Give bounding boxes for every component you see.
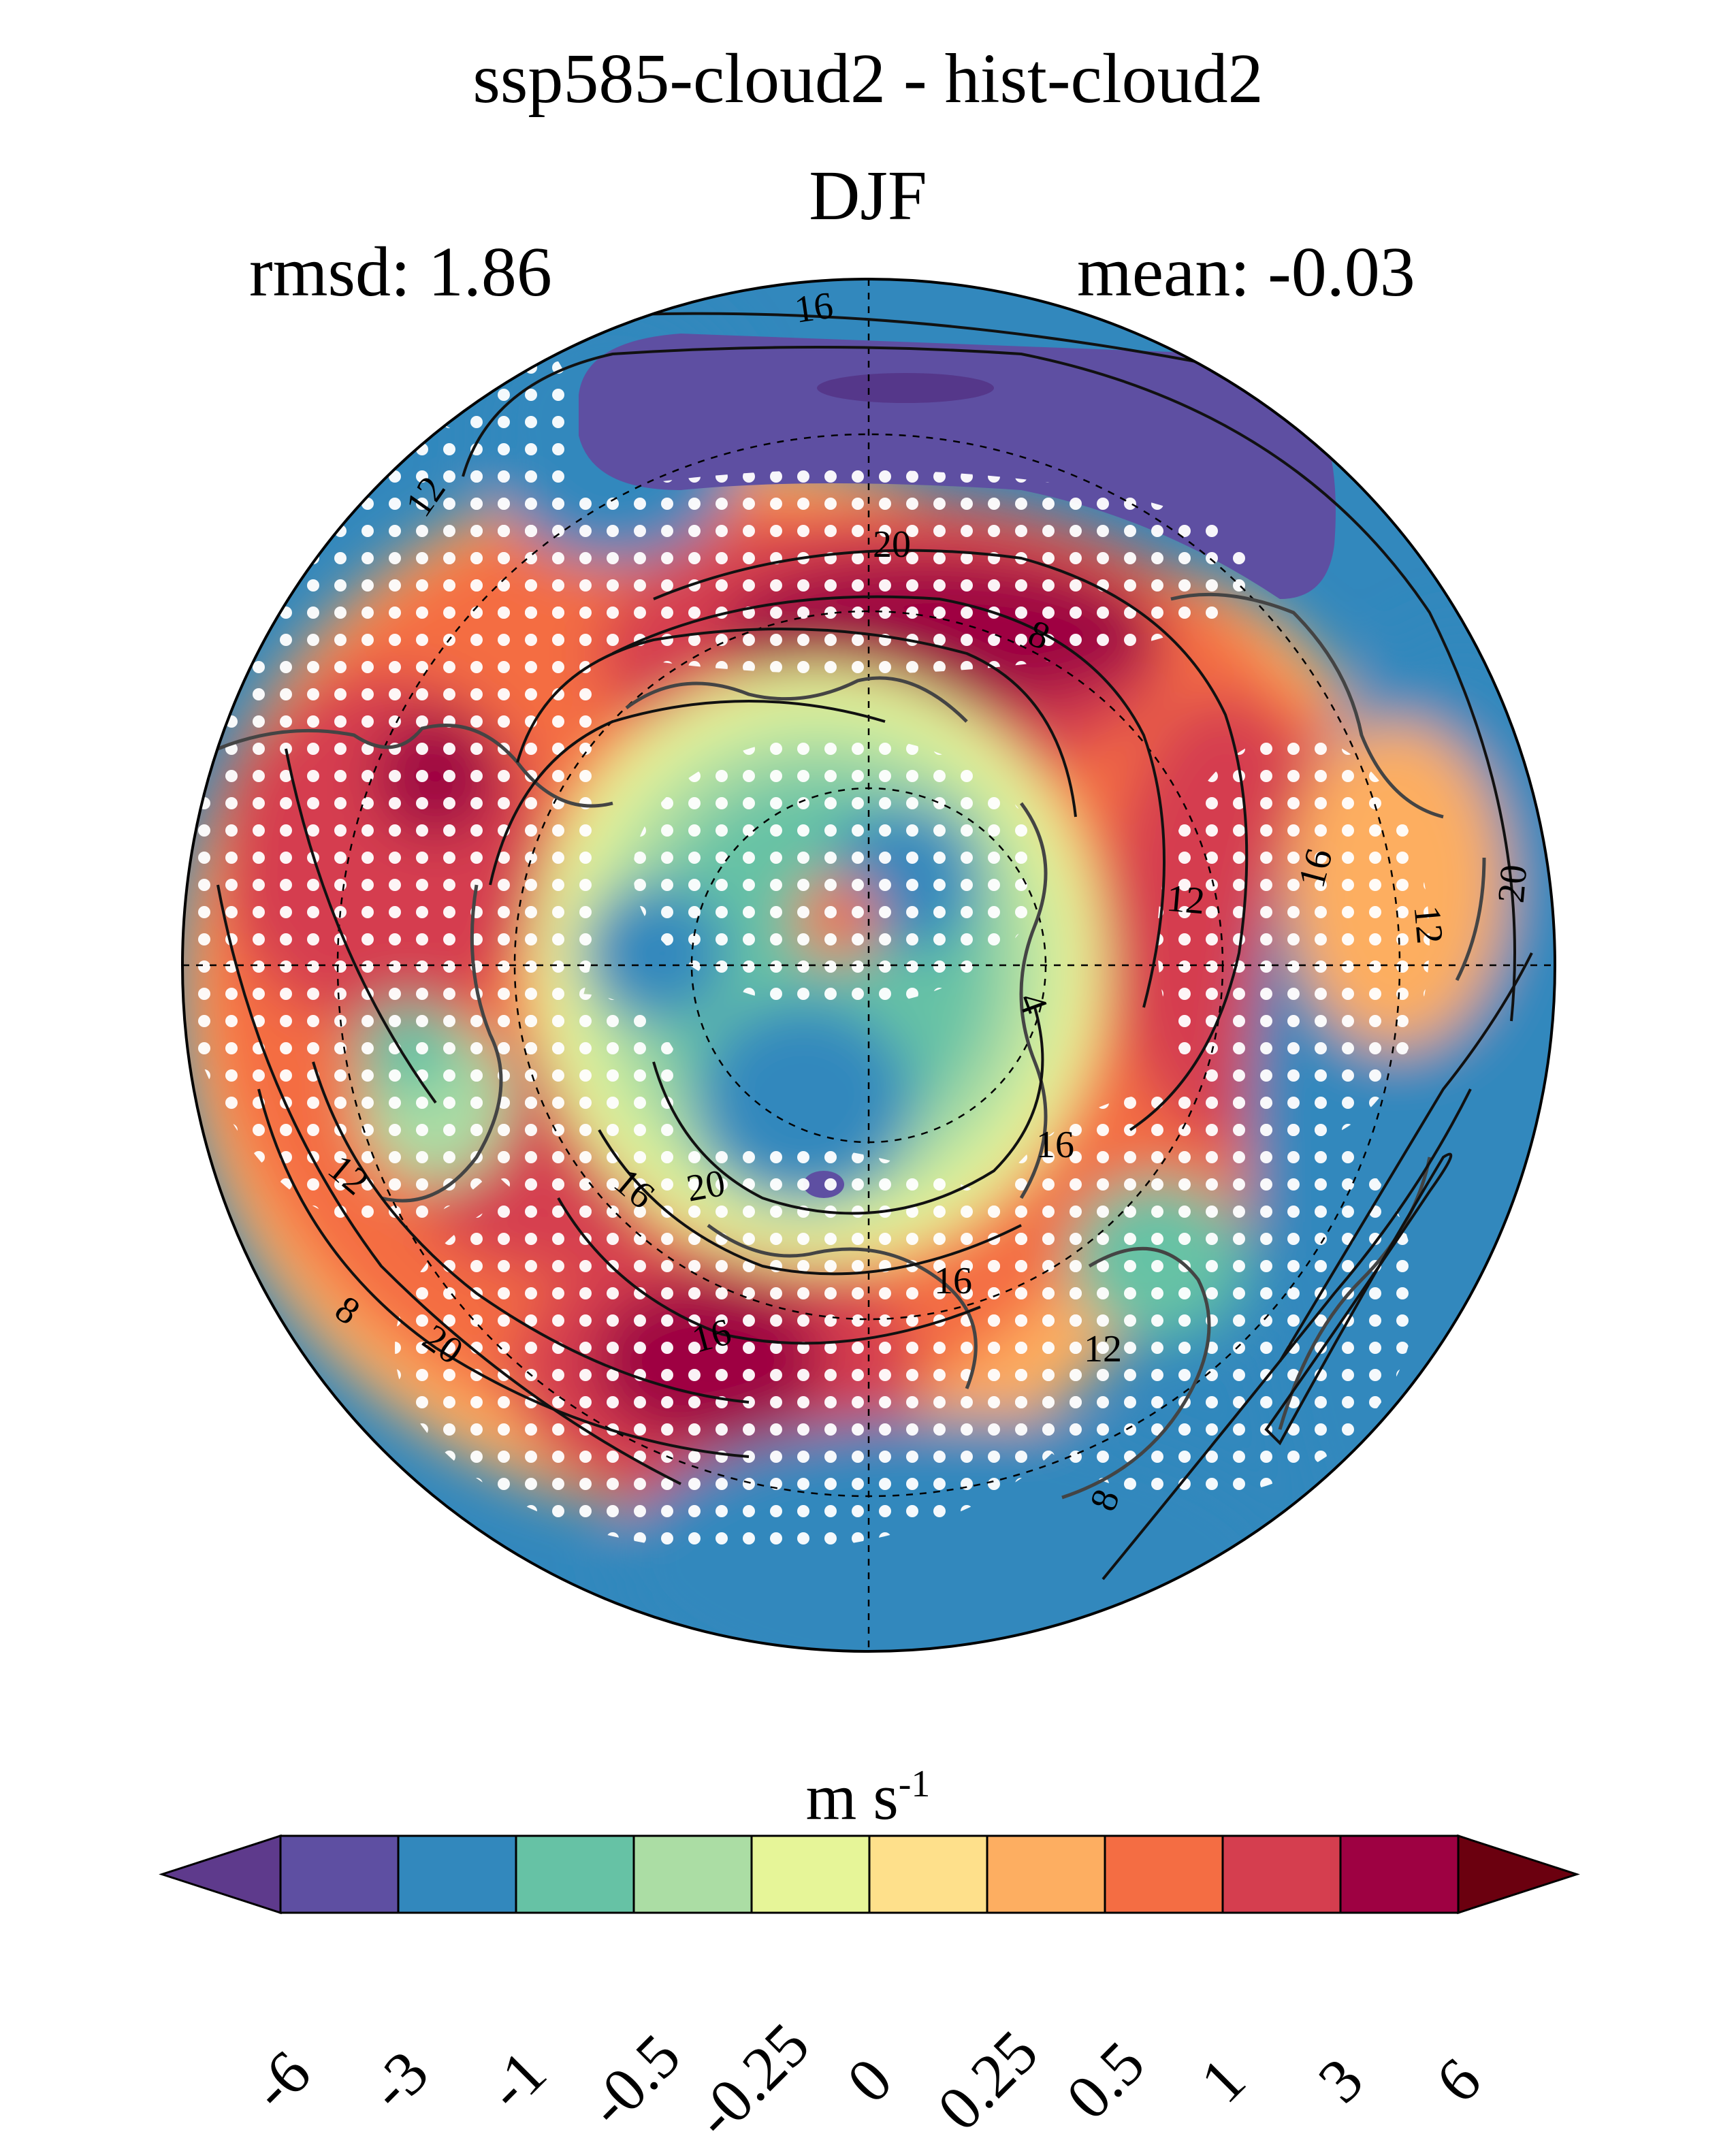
rmsd-value: 1.86 bbox=[428, 233, 552, 311]
contour-label: 12 bbox=[1165, 877, 1206, 923]
rmsd-label: rmsd: bbox=[249, 233, 411, 311]
colorbar-tick-label: -0.5 bbox=[574, 2020, 694, 2140]
units-base: m s bbox=[805, 1760, 899, 1833]
colorbar-extend-min bbox=[159, 1834, 282, 1915]
colorbar-tick-label: 3 bbox=[1304, 2044, 1377, 2116]
colorbar-bin bbox=[515, 1834, 635, 1914]
stippling bbox=[182, 334, 1430, 1552]
units-exponent: -1 bbox=[898, 1763, 931, 1805]
contour-label: 20 bbox=[684, 1162, 728, 1210]
map-field bbox=[182, 279, 1555, 1651]
colorbar-bin bbox=[986, 1834, 1106, 1914]
mean-label: mean: bbox=[1077, 233, 1251, 311]
contour-label: 16 bbox=[934, 1260, 972, 1302]
colorbar-tick-label: -0.25 bbox=[681, 2009, 822, 2151]
colorbar-tick-label: 0.5 bbox=[1052, 2028, 1157, 2133]
season-label: DJF bbox=[809, 157, 927, 235]
colorbar-bin bbox=[750, 1834, 871, 1914]
contour-label: 12 bbox=[1406, 904, 1451, 945]
contour-label: 16 bbox=[1036, 1124, 1074, 1166]
graticule bbox=[182, 279, 1555, 1651]
colorbar-tick-label: -6 bbox=[237, 2037, 323, 2124]
colorbar-bin bbox=[632, 1834, 753, 1914]
colorbar-units: m s-1 bbox=[0, 1764, 1736, 1830]
negative-lobe-north bbox=[579, 334, 1336, 599]
colorbar-bin bbox=[279, 1834, 400, 1914]
contours bbox=[216, 312, 1540, 1581]
map-border bbox=[181, 278, 1556, 1653]
colorbar-tick-label: 1 bbox=[1187, 2044, 1259, 2116]
chart-title: ssp585-cloud2 - hist-cloud2 bbox=[472, 39, 1264, 118]
colorbar-tick-label: 6 bbox=[1422, 2044, 1494, 2116]
colorbar-bin bbox=[1221, 1834, 1342, 1914]
colorbar-tick-label: 0.25 bbox=[924, 2017, 1050, 2144]
colorbar-tick-label: -1 bbox=[472, 2037, 559, 2124]
mean-stat: mean: -0.03 bbox=[1077, 237, 1415, 308]
colorbar-tick-label: 0 bbox=[833, 2044, 905, 2116]
contour-label: 16 bbox=[792, 285, 835, 331]
colorbar-extend-max bbox=[1457, 1834, 1580, 1915]
colorbar-bins bbox=[159, 1834, 1580, 1915]
rmsd-stat: rmsd: 1.86 bbox=[249, 237, 552, 308]
contour-label: 12 bbox=[1084, 1328, 1122, 1370]
colorbar-bin bbox=[397, 1834, 517, 1914]
mean-value: -0.03 bbox=[1268, 233, 1415, 311]
colorbar-bin bbox=[868, 1834, 988, 1914]
contour-label: 20 bbox=[1490, 863, 1536, 905]
colorbar-bin bbox=[1339, 1834, 1460, 1914]
colorbar-tick-label: -3 bbox=[355, 2037, 441, 2124]
contour-label: 20 bbox=[873, 523, 911, 566]
colorbar-bin bbox=[1104, 1834, 1224, 1914]
